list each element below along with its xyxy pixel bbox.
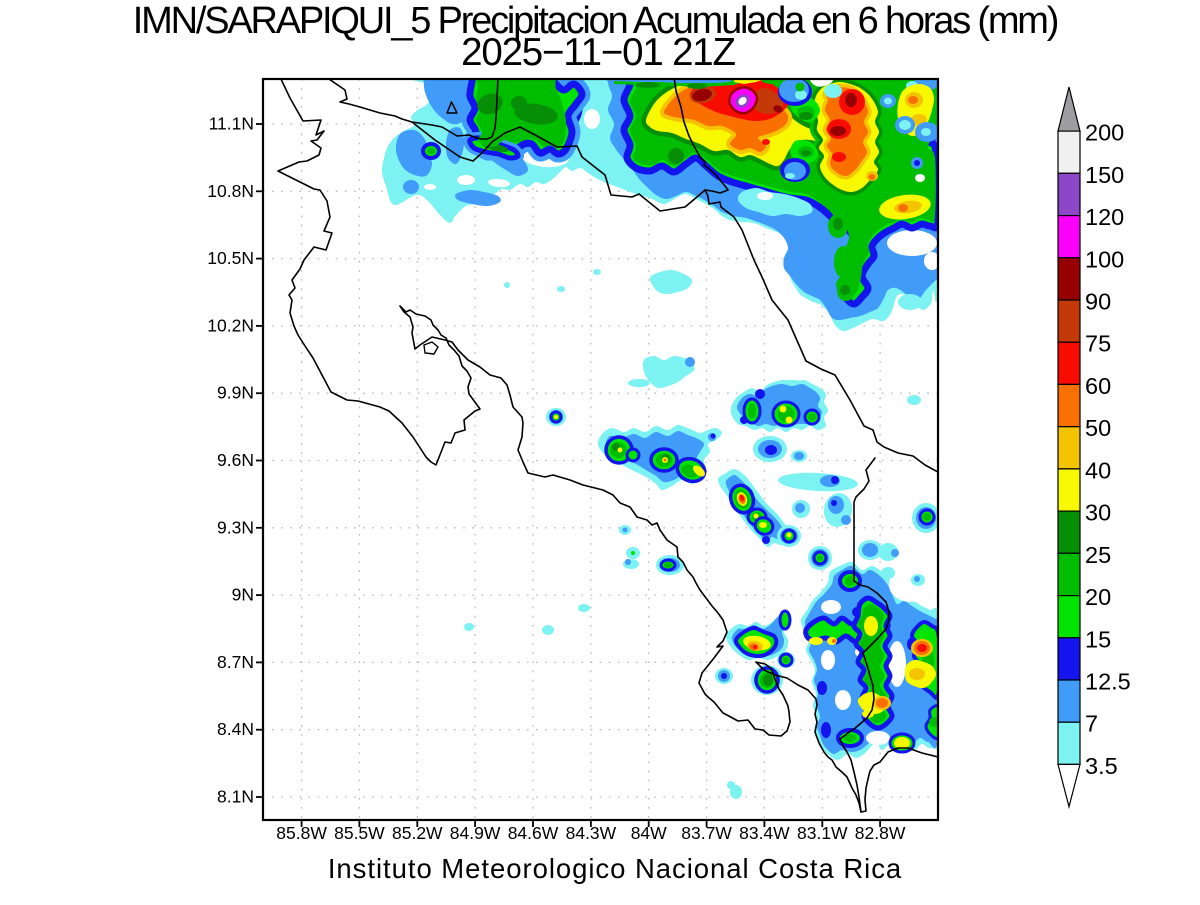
svg-text:85.5W: 85.5W [334,823,385,843]
svg-text:85.2W: 85.2W [392,823,443,843]
svg-text:9.3N: 9.3N [217,517,254,537]
svg-text:90: 90 [1085,289,1111,315]
svg-text:100: 100 [1085,246,1124,272]
svg-text:15: 15 [1085,626,1111,652]
svg-text:75: 75 [1085,331,1111,357]
svg-text:8.7N: 8.7N [217,652,254,672]
svg-text:7: 7 [1085,711,1098,737]
svg-text:120: 120 [1085,204,1124,230]
svg-text:12.5: 12.5 [1085,669,1131,695]
svg-text:30: 30 [1085,500,1111,526]
svg-text:84.9W: 84.9W [450,823,501,843]
svg-text:9N: 9N [232,585,254,605]
svg-text:3.5: 3.5 [1085,753,1118,779]
svg-text:9.9N: 9.9N [217,383,254,403]
svg-text:85.8W: 85.8W [276,823,327,843]
svg-text:8.1N: 8.1N [217,787,254,807]
svg-text:83.7W: 83.7W [681,823,732,843]
svg-text:60: 60 [1085,373,1111,399]
svg-text:10.5N: 10.5N [207,248,254,268]
svg-text:20: 20 [1085,584,1111,610]
svg-text:Instituto Meteorologico Nacion: Instituto Meteorologico Nacional Costa R… [328,853,902,884]
svg-text:83.1W: 83.1W [797,823,848,843]
svg-text:84W: 84W [631,823,667,843]
svg-text:10.2N: 10.2N [207,315,254,335]
svg-text:82.8W: 82.8W [855,823,906,843]
svg-text:2025−11−01 21Z: 2025−11−01 21Z [461,31,735,74]
svg-text:84.6W: 84.6W [508,823,559,843]
svg-text:50: 50 [1085,415,1111,441]
svg-text:9.6N: 9.6N [217,450,254,470]
svg-text:8.4N: 8.4N [217,719,254,739]
svg-text:10.8N: 10.8N [207,181,254,201]
svg-text:40: 40 [1085,457,1111,483]
svg-text:IMN/SARAPIQUI_5 Precipitacion: IMN/SARAPIQUI_5 Precipitacion Acumulada … [133,0,1058,42]
svg-text:150: 150 [1085,162,1124,188]
svg-text:200: 200 [1085,120,1124,146]
svg-text:25: 25 [1085,542,1111,568]
svg-text:11.1N: 11.1N [209,114,254,134]
svg-text:84.3W: 84.3W [566,823,617,843]
svg-text:83.4W: 83.4W [739,823,790,843]
